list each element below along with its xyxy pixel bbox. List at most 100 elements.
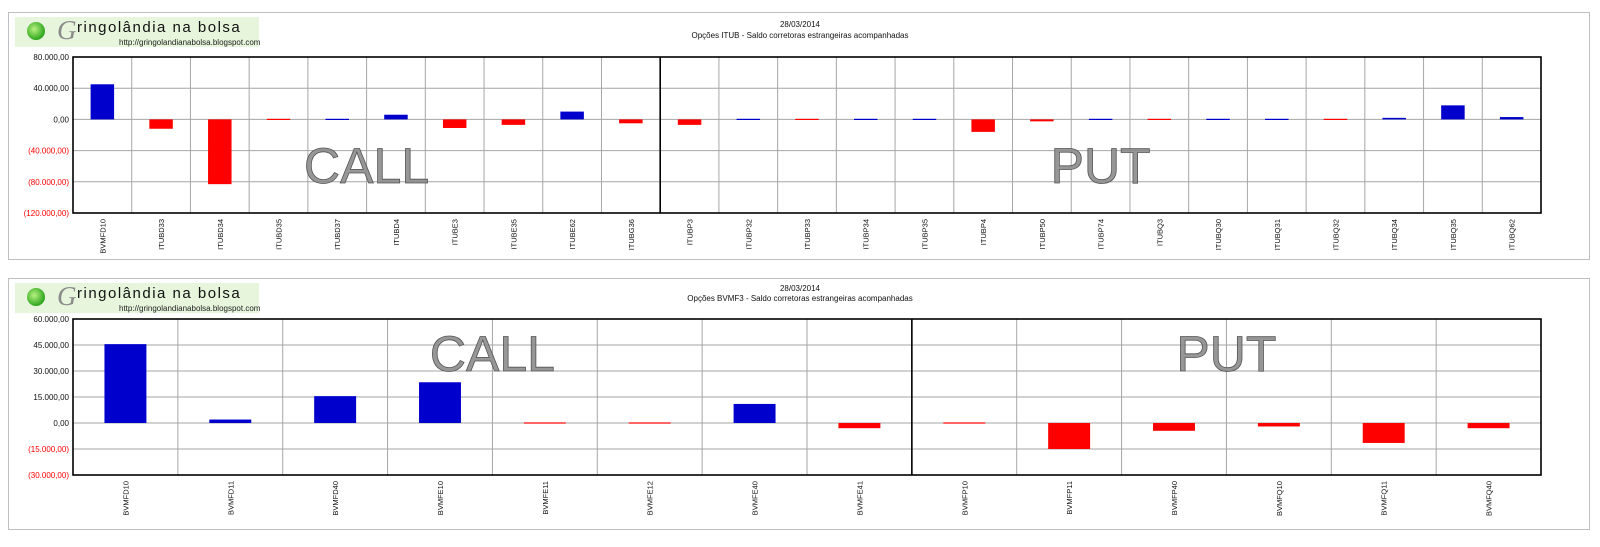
x-tick-label: BVMFE40 — [751, 481, 760, 515]
bar-itubp33 — [795, 118, 819, 120]
call-label: CALL — [430, 326, 555, 382]
put-label: PUT — [1051, 138, 1151, 194]
x-tick-label: ITUBQ34 — [1390, 219, 1399, 250]
bar-itubp32 — [736, 118, 761, 120]
bar-bvmfe11 — [523, 422, 566, 424]
chart-panel-bvmf3: G ringolândia na bolsa http://gringoland… — [8, 278, 1590, 530]
bar-itubq31 — [1265, 118, 1289, 120]
bar-bvmfe41 — [838, 423, 881, 429]
bar-bvmfd10 — [104, 344, 147, 423]
chart-title: Opções ITUB - Saldo corretoras estrangei… — [691, 31, 909, 40]
bar-itube62 — [560, 111, 584, 120]
x-tick-label: ITUBP50 — [1038, 219, 1047, 249]
bar-itubd33 — [149, 119, 173, 129]
bar-itubq30 — [1206, 118, 1230, 120]
plot-border — [72, 318, 1542, 476]
x-tick-label: ITUBP4 — [979, 219, 988, 245]
logo-url: http://gringolandianabolsa.blogspot.com — [119, 38, 261, 47]
x-tick-label: BVMFP10 — [960, 481, 969, 515]
y-tick-label: (40.000,00) — [28, 147, 69, 156]
x-tick-label: ITUBD4 — [392, 219, 401, 246]
bar-itubq62 — [1499, 117, 1524, 120]
itub-bar-chart: 80.000,00 40.000,00 0,00 (40.000,00) (80.000… — [24, 53, 1542, 254]
y-tick-label: (80.000,00) — [28, 178, 69, 187]
x-tick-label: ITUBD33 — [157, 219, 166, 250]
logo-g-glyph: G — [57, 15, 77, 45]
bar-itubq34 — [1382, 117, 1406, 120]
x-tick-label: BVMFE11 — [541, 481, 550, 515]
x-tick-label: BVMFE10 — [436, 481, 445, 515]
bar-bvmfq40 — [1467, 423, 1510, 429]
x-tick-label: ITUBQ32 — [1331, 219, 1340, 250]
y-tick-label: 80.000,00 — [33, 53, 69, 62]
bar-itubp3 — [677, 119, 702, 125]
x-tick-label: BVMFQ10 — [1275, 481, 1284, 516]
x-tick-label: ITUBP33 — [803, 219, 812, 249]
x-tick-label: BVMFD10 — [121, 481, 130, 516]
chart-date: 28/03/2014 — [779, 20, 821, 29]
bar-bvmfd10 — [90, 84, 115, 120]
bar-itubp35 — [912, 118, 937, 120]
bar-itubd35 — [266, 118, 291, 120]
bar-bvmfe10 — [419, 382, 461, 423]
bar-itubp50 — [1030, 119, 1054, 122]
bar-itubq35 — [1441, 105, 1465, 120]
logo: G ringolândia na bolsa http://gringoland… — [15, 281, 260, 313]
plot-border — [72, 56, 1542, 214]
y-tick-label: (30.000,00) — [28, 471, 69, 480]
y-tick-label: 15.000,00 — [33, 393, 69, 402]
x-tick-label: ITUBP32 — [744, 219, 753, 249]
bar-itube35 — [501, 119, 526, 125]
bar-itubp74 — [1088, 118, 1113, 120]
x-tick-label: ITUBD37 — [333, 219, 342, 250]
x-tick-label: BVMFD40 — [331, 481, 340, 516]
y-tick-label: 60.000,00 — [33, 315, 69, 324]
x-tick-label: BVMFQ40 — [1485, 481, 1494, 516]
x-tick-label: ITUBD34 — [216, 219, 225, 250]
logo-g-glyph: G — [57, 281, 77, 311]
x-tick-label: ITUBQ35 — [1449, 219, 1458, 250]
y-tick-label: 0,00 — [53, 419, 69, 428]
bar-bvmfp40 — [1153, 423, 1195, 431]
bvmf3-bar-chart: 60.000,00 45.000,00 30.000,00 15.000,00 0,00… — [28, 315, 1542, 516]
x-tick-label: ITUBE3 — [451, 219, 460, 245]
x-tick-label: ITUBP3 — [686, 219, 695, 245]
x-tick-label: ITUBD35 — [275, 219, 284, 250]
x-tick-label: BVMFQ11 — [1380, 481, 1389, 515]
logo-name: ringolândia na bolsa — [77, 285, 242, 302]
x-tick-label: BVMFP40 — [1170, 481, 1179, 515]
bar-bvmfq11 — [1362, 423, 1405, 443]
x-tick-label: BVMFD10 — [98, 219, 107, 254]
x-tick-label: ITUBQ3 — [1155, 219, 1164, 246]
x-tick-label: ITUBP35 — [920, 219, 929, 249]
y-tick-label: (15.000,00) — [28, 445, 69, 454]
y-tick-label: 0,00 — [53, 115, 69, 124]
x-tick-label: ITUBE62 — [568, 219, 577, 249]
y-tick-label: 45.000,00 — [33, 341, 69, 350]
bar-itubg36 — [619, 119, 643, 124]
bar-itubp34 — [853, 118, 878, 120]
x-tick-label: BVMFE12 — [646, 481, 655, 515]
x-tick-label: ITUBQ30 — [1214, 219, 1223, 250]
bar-itubq3 — [1147, 118, 1172, 120]
bar-bvmfe40 — [733, 403, 776, 423]
x-tick-label: ITUBP34 — [862, 219, 871, 249]
bar-itubd4 — [384, 114, 408, 120]
x-tick-label: BVMFP11 — [1065, 481, 1074, 515]
put-label: PUT — [1176, 326, 1276, 382]
logo-name: ringolândia na bolsa — [77, 19, 242, 36]
x-tick-label: BVMFD11 — [226, 481, 235, 515]
bar-itubd34 — [208, 119, 232, 185]
bar-itubq32 — [1323, 118, 1348, 120]
y-tick-label: (120.000,00) — [24, 209, 70, 218]
bar-itubp4 — [971, 119, 995, 132]
globe-icon — [27, 22, 45, 40]
globe-icon — [27, 288, 45, 306]
x-tick-label: BVMFE41 — [855, 481, 864, 515]
x-tick-label: ITUBE35 — [509, 219, 518, 249]
x-tick-label: ITUBQ31 — [1273, 219, 1282, 250]
logo: G ringolândia na bolsa http://gringoland… — [15, 15, 261, 47]
x-tick-label: ITUBP74 — [1097, 219, 1106, 249]
call-label: CALL — [304, 138, 429, 194]
chart-title: Opções BVMF3 - Saldo corretoras estrange… — [687, 294, 913, 303]
